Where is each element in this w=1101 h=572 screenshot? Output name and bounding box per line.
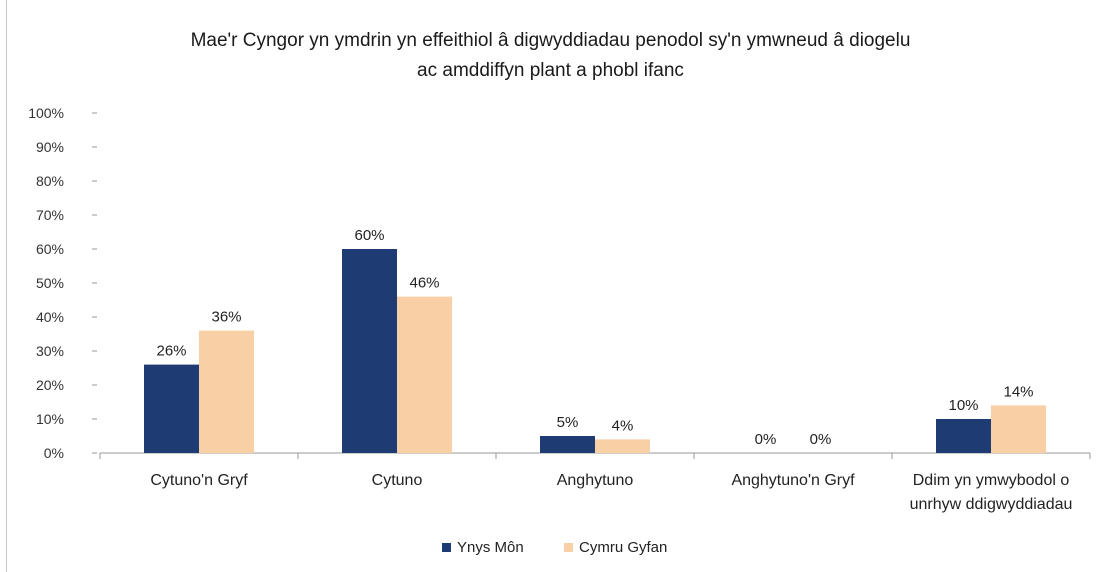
x-category-label: Anghytuno [557, 472, 634, 489]
data-label: 10% [948, 397, 978, 414]
bar-ynys-mon [144, 364, 199, 453]
bar-cymru-gyfan [199, 330, 254, 453]
bar-cymru-gyfan [595, 439, 650, 453]
data-label: 4% [612, 417, 634, 434]
data-label: 0% [755, 431, 777, 448]
legend-label: Cymru Gyfan [579, 539, 667, 556]
data-label: 60% [354, 227, 384, 244]
y-tick-label: 40% [36, 309, 64, 325]
data-label: 14% [1003, 383, 1033, 400]
y-tick-label: 0% [44, 445, 64, 461]
data-label: 36% [211, 309, 241, 326]
x-category-label: Cytuno'n Gryf [150, 472, 248, 489]
legend-swatch [564, 543, 573, 552]
x-category-label: Anghytuno'n Gryf [731, 472, 855, 489]
y-tick-label: 50% [36, 275, 64, 291]
legend-label: Ynys Môn [457, 539, 524, 556]
legend-swatch [442, 543, 451, 552]
bar-ynys-mon [540, 436, 595, 453]
x-category-label: Cytuno [372, 472, 423, 489]
left-border-line [6, 0, 7, 572]
y-tick-label: 30% [36, 343, 64, 359]
y-tick-label: 90% [36, 139, 64, 155]
y-tick-label: 70% [36, 207, 64, 223]
bar-ynys-mon [342, 249, 397, 453]
data-label: 5% [557, 414, 579, 431]
data-label: 46% [409, 275, 439, 292]
bar-ynys-mon [936, 419, 991, 453]
x-category-label: Ddim yn ymwybodol o [913, 472, 1070, 489]
bar-cymru-gyfan [991, 405, 1046, 453]
data-label: 0% [810, 431, 832, 448]
x-category-label: unrhyw ddigwyddiadau [910, 496, 1073, 513]
y-tick-label: 20% [36, 377, 64, 393]
chart-title-line-1: Mae'r Cyngor yn ymdrin yn effeithiol â d… [190, 30, 911, 51]
y-tick-label: 100% [28, 105, 64, 121]
y-tick-label: 80% [36, 173, 64, 189]
y-tick-label: 10% [36, 411, 64, 427]
chart-title-line-2: ac amddiffyn plant a phobl ifanc [417, 60, 684, 81]
y-tick-label: 60% [36, 241, 64, 257]
bar-cymru-gyfan [397, 296, 452, 453]
data-label: 26% [156, 343, 186, 360]
